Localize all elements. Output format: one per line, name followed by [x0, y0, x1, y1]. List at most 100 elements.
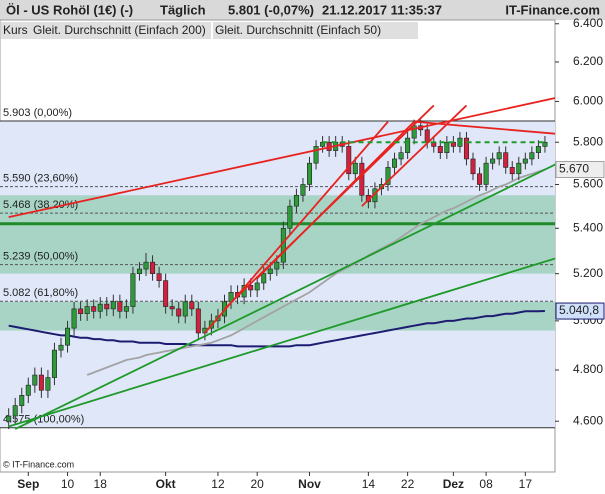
candle-body — [38, 374, 44, 391]
candle-body — [313, 146, 319, 164]
candle-body — [182, 301, 188, 317]
candle-body — [424, 129, 430, 143]
candle-body — [509, 167, 515, 175]
fib-label: 5.239 (50,00%) — [3, 251, 78, 263]
candle-body — [45, 377, 51, 391]
last-value-label: 5.670 — [559, 162, 589, 176]
candle-body — [405, 137, 411, 153]
zone — [0, 195, 555, 274]
x-tick-label: 10 — [61, 477, 75, 491]
candle-body — [477, 173, 483, 185]
candle-body — [104, 303, 110, 310]
trend-line — [8, 97, 555, 219]
candle-body — [490, 158, 496, 164]
trend-line — [8, 257, 555, 428]
candle-body — [6, 415, 12, 422]
candle-body — [267, 268, 273, 274]
candle-body — [143, 261, 149, 270]
candle-body — [496, 152, 502, 160]
x-tick-label: 14 — [362, 477, 376, 491]
x-tick-label: Dez — [443, 477, 464, 491]
candle-body — [307, 162, 313, 185]
candle-body — [385, 167, 391, 185]
y-tick-label: 6.000 — [573, 94, 603, 108]
candle-body — [287, 205, 293, 229]
candle-body — [254, 282, 260, 291]
trend-line — [414, 120, 555, 135]
candle-body — [463, 137, 469, 160]
candle-body — [522, 158, 528, 164]
brand: IT-Finance.com — [505, 2, 600, 17]
candle-body — [189, 301, 195, 310]
overlay: 4.6004.8005.0005.2005.4005.6005.8006.000… — [1, 16, 605, 491]
candle-body — [261, 273, 267, 284]
x-tick-label: Okt — [156, 477, 176, 491]
fib-label: 5.590 (23,60%) — [3, 173, 78, 185]
candle-body — [274, 261, 280, 270]
legend-box — [1, 22, 31, 39]
moving-average — [8, 310, 545, 348]
fib-label: 5.468 (38,20%) — [3, 199, 78, 211]
x-tick-label: Sep — [17, 477, 39, 491]
y-tick-label: 5.800 — [573, 134, 603, 148]
x-tick-label: 08 — [479, 477, 493, 491]
candle-body — [398, 152, 404, 160]
candle-body — [535, 146, 541, 153]
candle-body — [51, 349, 57, 378]
y-tick-label: 6.400 — [573, 16, 603, 30]
candle-body — [542, 141, 548, 147]
candle-body — [136, 268, 142, 274]
y-tick-label: 5.200 — [573, 266, 603, 280]
candle-body — [444, 141, 450, 153]
fib-range — [0, 121, 555, 428]
x-tick-label: 18 — [94, 477, 108, 491]
legend-box — [31, 22, 211, 39]
last-value-box — [555, 302, 605, 320]
candle-body — [470, 158, 476, 175]
candle-body — [110, 301, 116, 310]
x-tick-label: 12 — [211, 477, 225, 491]
candle-body — [12, 405, 18, 417]
candle-body — [150, 261, 156, 274]
candle-body — [25, 384, 31, 396]
footer: © IT-Finance.com — [3, 459, 74, 469]
candle-body — [176, 308, 182, 317]
candle-body — [529, 152, 535, 160]
moving-average — [86, 168, 546, 376]
candle-body — [346, 146, 352, 175]
candle-body — [248, 284, 254, 291]
trend-line — [361, 104, 468, 207]
x-tick-label: Nov — [298, 477, 321, 491]
x-tick-label: 17 — [519, 477, 533, 491]
candle-body — [300, 184, 306, 196]
candle-body — [483, 162, 489, 185]
candle-body — [392, 158, 398, 168]
last-value-label: 5.040,8 — [559, 303, 599, 317]
x-tick-label: 22 — [401, 477, 415, 491]
candle-body — [195, 308, 201, 334]
chart-title: Öl - US Rohöl (1€) (-) — [6, 2, 133, 17]
y-tick-label: 5.400 — [573, 220, 603, 234]
y-tick-label: 4.800 — [573, 362, 603, 376]
plot: 5.903 (0,00%) 5.590 (23,60%) 5.468 (38,20%… — [0, 97, 555, 430]
fib-label: 5.082 (61,80%) — [3, 287, 78, 299]
candle-body — [503, 152, 509, 168]
header-bar — [0, 0, 605, 20]
y-tick-label: 4.600 — [573, 413, 603, 427]
fib-label: 5.903 (0,00%) — [3, 107, 72, 119]
trend-line — [256, 121, 415, 279]
timestamp: 21.12.2017 11:35:37 — [322, 2, 442, 17]
candle-body — [32, 374, 38, 386]
candle-body — [117, 301, 123, 312]
y-tick-label: 6.200 — [573, 54, 603, 68]
candle-body — [169, 306, 175, 310]
legend-box — [213, 22, 418, 39]
candle-body — [130, 273, 136, 307]
candle-body — [91, 306, 97, 312]
last-value-box — [555, 161, 605, 179]
candle-body — [516, 162, 522, 175]
candle-body — [437, 146, 443, 153]
candle-body — [65, 327, 71, 346]
candle-body — [123, 306, 129, 312]
candle-body — [19, 395, 25, 406]
